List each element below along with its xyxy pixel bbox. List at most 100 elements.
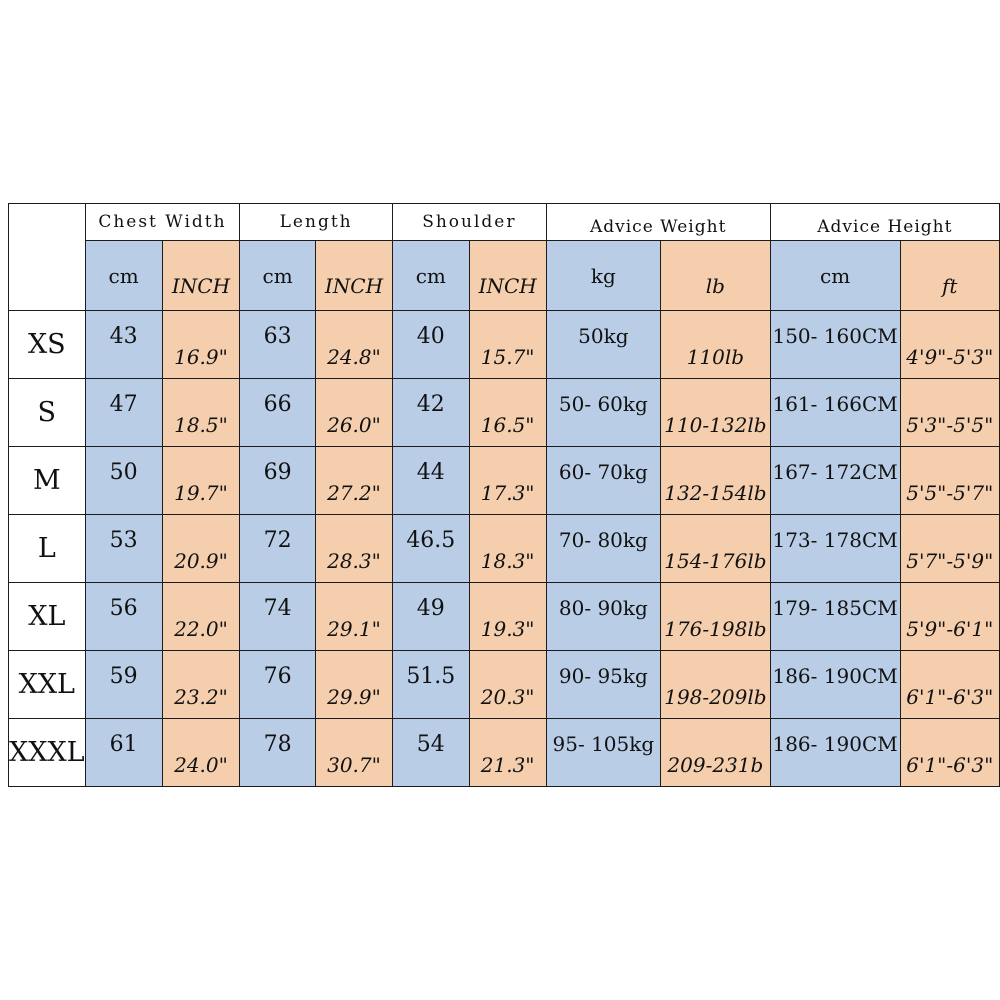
sub-header-row: cm INCH cm INCH cm INCH kg lb cm ft [9, 240, 1000, 311]
weight-lb-cell: 176-198lb [660, 582, 771, 651]
shoulder-inch-cell: 20.3" [468, 650, 547, 719]
shoulder-cm-cell: 44 [392, 446, 470, 515]
shoulder-cm-cell: 51.5 [392, 650, 470, 719]
chest-inch-cell: 20.9" [161, 514, 241, 583]
weight-lb-cell: 154-176lb [660, 514, 771, 583]
table-row: XL 56 22.0" 74 29.1" 49 19.3" 80- 90kg 1… [8, 582, 1000, 651]
height-ft-cell: 5'7"-5'9" [899, 514, 1000, 583]
chest-cm-cell: 56 [84, 582, 163, 651]
chest-inch-cell: 19.7" [161, 446, 241, 515]
length-cm-cell: 63 [239, 310, 316, 379]
chest-cm-cell: 47 [84, 378, 163, 447]
group-header-row: Chest Width Length Shoulder Advice Weigh… [8, 203, 1000, 311]
length-inch-cell: 27.2" [314, 446, 394, 515]
group-header-advice-weight: Advice Weight [545, 203, 771, 241]
shoulder-inch-cell: 16.5" [468, 378, 547, 447]
length-inch-cell: 29.9" [314, 650, 394, 719]
table-row: L 53 20.9" 72 28.3" 46.5 18.3" 70- 80kg … [8, 514, 1000, 583]
size-label: L [8, 514, 86, 583]
size-label: M [8, 446, 86, 515]
height-cm-cell: 186- 190CM [769, 650, 901, 719]
weight-lb-cell: 110-132lb [660, 378, 771, 447]
shoulder-cm-cell: 40 [392, 310, 470, 379]
length-inch-cell: 26.0" [314, 378, 394, 447]
subheader-chest-cm: cm [84, 240, 163, 311]
height-ft-cell: 6'1"-6'3" [899, 650, 1000, 719]
height-ft-cell: 5'5"-5'7" [899, 446, 1000, 515]
size-column-header [8, 203, 86, 311]
height-cm-cell: 167- 172CM [769, 446, 901, 515]
size-label: XXXL [8, 718, 86, 787]
subheader-height-ft: ft [899, 240, 1000, 311]
size-label: XS [8, 310, 86, 379]
height-ft-cell: 6'1"-6'3" [899, 718, 1000, 787]
length-cm-cell: 66 [239, 378, 316, 447]
weight-kg-cell: 50kg [545, 310, 662, 379]
group-header-length: Length [239, 203, 393, 241]
table-row: S 47 18.5" 66 26.0" 42 16.5" 50- 60kg 11… [8, 378, 1000, 447]
shoulder-cm-cell: 49 [392, 582, 470, 651]
weight-lb-cell: 198-209lb [660, 650, 771, 719]
shoulder-cm-cell: 42 [392, 378, 470, 447]
shoulder-inch-cell: 19.3" [468, 582, 547, 651]
subheader-shoulder-inch: INCH [468, 240, 547, 311]
length-inch-cell: 24.8" [314, 310, 394, 379]
height-ft-cell: 5'3"-5'5" [899, 378, 1000, 447]
length-cm-cell: 72 [239, 514, 316, 583]
height-cm-cell: 161- 166CM [769, 378, 901, 447]
weight-kg-cell: 90- 95kg [545, 650, 662, 719]
weight-lb-cell: 132-154lb [660, 446, 771, 515]
length-inch-cell: 30.7" [314, 718, 394, 787]
size-label: S [8, 378, 86, 447]
chest-cm-cell: 59 [84, 650, 163, 719]
chest-cm-cell: 61 [84, 718, 163, 787]
table-row: XS 43 16.9" 63 24.8" 40 15.7" 50kg 110lb… [8, 310, 1000, 379]
table-row: M 50 19.7" 69 27.2" 44 17.3" 60- 70kg 13… [8, 446, 1000, 515]
shoulder-cm-cell: 46.5 [392, 514, 470, 583]
chest-inch-cell: 23.2" [161, 650, 241, 719]
size-label: XL [8, 582, 86, 651]
shoulder-cm-cell: 54 [392, 718, 470, 787]
shoulder-inch-cell: 18.3" [468, 514, 547, 583]
group-header-chest-width: Chest Width [84, 203, 241, 241]
group-header-advice-height: Advice Height [769, 203, 1000, 241]
table-row: XXXL 61 24.0" 78 30.7" 54 21.3" 95- 105k… [8, 718, 1000, 787]
shoulder-inch-cell: 15.7" [468, 310, 547, 379]
length-cm-cell: 78 [239, 718, 316, 787]
chest-inch-cell: 22.0" [161, 582, 241, 651]
weight-lb-cell: 209-231b [660, 718, 771, 787]
weight-kg-cell: 50- 60kg [545, 378, 662, 447]
subheader-height-cm: cm [769, 240, 901, 311]
size-chart-table: Chest Width Length Shoulder Advice Weigh… [8, 203, 1000, 787]
weight-kg-cell: 70- 80kg [545, 514, 662, 583]
chest-cm-cell: 50 [84, 446, 163, 515]
length-inch-cell: 29.1" [314, 582, 394, 651]
subheader-length-inch: INCH [314, 240, 394, 311]
shoulder-inch-cell: 17.3" [468, 446, 547, 515]
subheader-chest-inch: INCH [161, 240, 241, 311]
size-label: XXL [8, 650, 86, 719]
subheader-shoulder-cm: cm [392, 240, 470, 311]
weight-kg-cell: 60- 70kg [545, 446, 662, 515]
height-cm-cell: 179- 185CM [769, 582, 901, 651]
group-header-shoulder: Shoulder [392, 203, 547, 241]
weight-lb-cell: 110lb [660, 310, 771, 379]
length-cm-cell: 76 [239, 650, 316, 719]
height-ft-cell: 4'9"-5'3" [899, 310, 1000, 379]
shoulder-inch-cell: 21.3" [468, 718, 547, 787]
height-cm-cell: 173- 178CM [769, 514, 901, 583]
subheader-weight-lb: lb [660, 240, 771, 311]
height-cm-cell: 150- 160CM [769, 310, 901, 379]
table-row: XXL 59 23.2" 76 29.9" 51.5 20.3" 90- 95k… [8, 650, 1000, 719]
subheader-weight-kg: kg [545, 240, 662, 311]
height-cm-cell: 186- 190CM [769, 718, 901, 787]
length-cm-cell: 69 [239, 446, 316, 515]
length-inch-cell: 28.3" [314, 514, 394, 583]
chest-inch-cell: 18.5" [161, 378, 241, 447]
chest-cm-cell: 43 [84, 310, 163, 379]
chest-cm-cell: 53 [84, 514, 163, 583]
length-cm-cell: 74 [239, 582, 316, 651]
subheader-length-cm: cm [239, 240, 316, 311]
height-ft-cell: 5'9"-6'1" [899, 582, 1000, 651]
weight-kg-cell: 80- 90kg [545, 582, 662, 651]
